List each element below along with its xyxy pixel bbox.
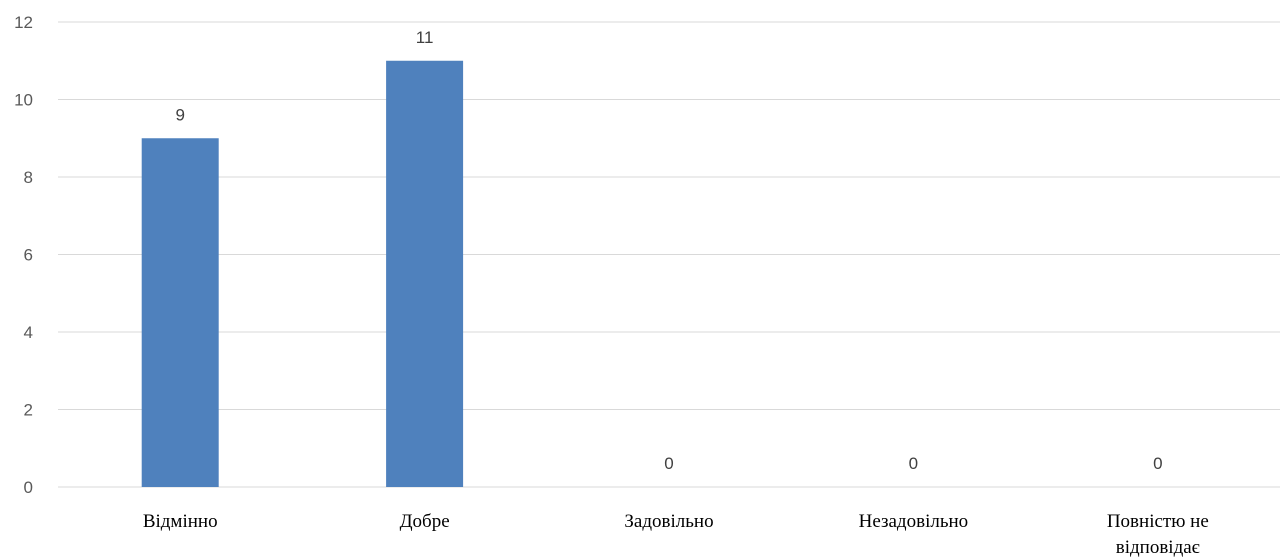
category-label: Відмінно [143, 511, 218, 532]
bar [141, 138, 219, 487]
y-tick-label: 0 [24, 478, 33, 497]
category-label: Повністю не відповідає [1107, 511, 1209, 558]
data-label: 0 [909, 454, 918, 473]
x-axis-category-labels: Відмінно Добре Задовільно Незадовільно Повні… [143, 511, 1209, 558]
y-axis-tick-labels: 0 2 4 6 8 10 12 [14, 13, 33, 497]
bars [141, 60, 464, 487]
y-tick-label: 4 [24, 323, 33, 342]
y-tick-label: 10 [14, 91, 33, 110]
data-label: 11 [416, 28, 434, 47]
data-label: 0 [1153, 454, 1162, 473]
bar [386, 60, 464, 487]
data-label: 0 [664, 454, 673, 473]
y-tick-label: 6 [24, 246, 33, 265]
category-label: Добре [400, 511, 450, 532]
category-label: Незадовільно [859, 511, 969, 532]
data-labels: 9 11 0 0 0 [175, 28, 1162, 473]
gridlines [58, 21, 1280, 488]
data-label: 9 [175, 105, 184, 124]
y-tick-label: 12 [14, 13, 33, 32]
y-tick-label: 8 [24, 168, 33, 187]
y-tick-label: 2 [24, 401, 33, 420]
category-label: Задовільно [624, 511, 713, 532]
